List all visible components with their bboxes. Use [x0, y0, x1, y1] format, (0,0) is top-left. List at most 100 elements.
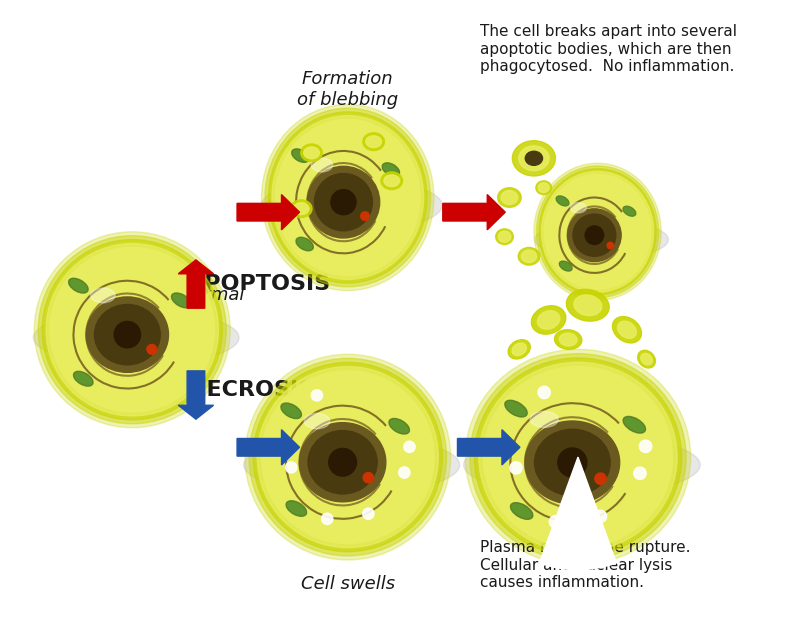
Ellipse shape — [263, 373, 432, 542]
Circle shape — [404, 441, 415, 453]
Ellipse shape — [498, 188, 521, 207]
Ellipse shape — [496, 229, 514, 244]
Ellipse shape — [277, 121, 418, 274]
Ellipse shape — [613, 317, 642, 343]
Ellipse shape — [530, 411, 558, 427]
Ellipse shape — [626, 418, 643, 431]
Circle shape — [607, 243, 614, 249]
Wedge shape — [539, 457, 617, 570]
Ellipse shape — [513, 505, 530, 518]
Ellipse shape — [519, 146, 549, 171]
Ellipse shape — [294, 150, 307, 161]
Circle shape — [558, 448, 587, 477]
Ellipse shape — [384, 164, 398, 175]
Ellipse shape — [245, 354, 450, 560]
Text: NECROSIS: NECROSIS — [188, 380, 314, 401]
Ellipse shape — [294, 203, 309, 215]
Ellipse shape — [623, 206, 636, 216]
Ellipse shape — [34, 232, 230, 428]
Text: Cell swells: Cell swells — [301, 575, 395, 592]
Ellipse shape — [561, 262, 571, 270]
Ellipse shape — [568, 209, 621, 262]
Text: Formation
of blebbing: Formation of blebbing — [298, 70, 398, 109]
Circle shape — [147, 344, 157, 354]
Ellipse shape — [258, 366, 438, 547]
Ellipse shape — [470, 354, 686, 561]
FancyArrow shape — [442, 194, 506, 230]
Ellipse shape — [70, 280, 86, 291]
Ellipse shape — [641, 353, 652, 365]
Ellipse shape — [559, 261, 572, 271]
Ellipse shape — [510, 503, 533, 519]
Ellipse shape — [623, 417, 646, 433]
Ellipse shape — [483, 366, 673, 547]
Ellipse shape — [558, 197, 568, 204]
Circle shape — [634, 467, 646, 479]
Ellipse shape — [384, 175, 399, 187]
Ellipse shape — [269, 112, 427, 283]
Ellipse shape — [69, 278, 88, 293]
Ellipse shape — [50, 248, 214, 412]
Ellipse shape — [512, 343, 526, 356]
Ellipse shape — [574, 295, 602, 316]
Ellipse shape — [298, 239, 312, 249]
Ellipse shape — [566, 290, 609, 321]
Ellipse shape — [52, 250, 213, 410]
Ellipse shape — [171, 293, 191, 308]
Ellipse shape — [363, 133, 385, 150]
Circle shape — [331, 190, 356, 215]
Ellipse shape — [518, 248, 540, 265]
Ellipse shape — [505, 400, 527, 417]
Ellipse shape — [366, 136, 382, 147]
Ellipse shape — [538, 311, 560, 329]
Ellipse shape — [296, 237, 314, 251]
Ellipse shape — [498, 231, 510, 242]
Circle shape — [639, 440, 652, 453]
Ellipse shape — [559, 333, 577, 346]
Ellipse shape — [290, 200, 312, 217]
Ellipse shape — [75, 373, 91, 384]
Ellipse shape — [542, 171, 654, 292]
Ellipse shape — [292, 149, 309, 163]
Ellipse shape — [174, 295, 189, 306]
Ellipse shape — [508, 340, 530, 359]
Ellipse shape — [94, 304, 160, 365]
Ellipse shape — [391, 420, 407, 432]
Ellipse shape — [314, 173, 373, 231]
Ellipse shape — [474, 358, 682, 556]
Ellipse shape — [538, 183, 549, 192]
FancyArrow shape — [237, 430, 299, 465]
Circle shape — [510, 462, 522, 474]
Ellipse shape — [554, 330, 582, 349]
Ellipse shape — [90, 288, 115, 303]
Circle shape — [362, 508, 374, 519]
Ellipse shape — [275, 119, 420, 276]
Circle shape — [329, 448, 357, 476]
Circle shape — [538, 386, 550, 399]
Ellipse shape — [262, 104, 434, 291]
FancyArrow shape — [178, 260, 214, 308]
Ellipse shape — [486, 369, 670, 545]
FancyArrow shape — [458, 430, 520, 465]
Ellipse shape — [507, 403, 525, 415]
Ellipse shape — [38, 236, 226, 424]
Circle shape — [585, 226, 604, 244]
Ellipse shape — [618, 321, 636, 338]
Ellipse shape — [244, 436, 460, 494]
Ellipse shape — [539, 169, 656, 295]
Ellipse shape — [464, 435, 700, 495]
Ellipse shape — [288, 503, 305, 514]
Ellipse shape — [531, 305, 566, 334]
Ellipse shape — [512, 141, 555, 176]
Ellipse shape — [573, 214, 616, 257]
Circle shape — [594, 510, 606, 523]
Ellipse shape — [261, 179, 442, 231]
Ellipse shape — [283, 405, 299, 417]
Circle shape — [286, 462, 297, 473]
Ellipse shape — [466, 349, 690, 565]
Ellipse shape — [638, 351, 655, 368]
Circle shape — [311, 390, 322, 401]
FancyArrow shape — [178, 371, 214, 419]
Text: The cell breaks apart into several
apoptotic bodies, which are then
phagocytosed: The cell breaks apart into several apopt… — [480, 24, 737, 74]
Text: Normal
cell: Normal cell — [179, 286, 245, 324]
